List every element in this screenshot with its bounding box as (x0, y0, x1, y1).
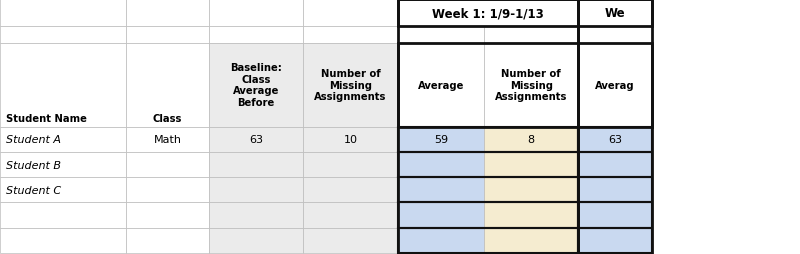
Text: 63: 63 (249, 135, 263, 145)
Bar (303, 27, 398, 43)
Bar (578, 43, 652, 127)
Bar (578, 0, 652, 253)
Bar (578, 127, 652, 152)
Bar (126, 178, 209, 203)
Bar (398, 27, 484, 43)
Text: Averag: Averag (595, 80, 635, 90)
Bar (398, 0, 578, 27)
Bar (578, 0, 652, 27)
Bar (126, 228, 209, 253)
Bar (484, 43, 578, 127)
Bar (126, 127, 209, 152)
Bar (0, 0, 126, 27)
Text: Week 1: 1/9-1/13: Week 1: 1/9-1/13 (432, 7, 544, 20)
Bar (578, 228, 652, 253)
Bar (578, 127, 652, 152)
Bar (578, 178, 652, 203)
Bar (578, 152, 652, 178)
Text: Student B: Student B (6, 160, 62, 170)
Bar (578, 228, 652, 253)
Text: Average: Average (418, 80, 464, 90)
Bar (209, 43, 303, 127)
Bar (398, 178, 578, 203)
Bar (303, 203, 398, 228)
Text: 63: 63 (608, 135, 622, 145)
Text: 59: 59 (434, 135, 448, 145)
Text: Number of
Missing
Assignments: Number of Missing Assignments (495, 69, 567, 102)
Bar (0, 203, 126, 228)
Bar (303, 178, 398, 203)
Bar (578, 0, 652, 27)
Bar (126, 203, 209, 228)
Text: We: We (605, 7, 626, 20)
Bar (484, 27, 578, 43)
Bar (578, 203, 652, 228)
Bar (484, 203, 578, 228)
Text: Baseline:
Class
Average
Before: Baseline: Class Average Before (230, 63, 282, 108)
Bar (209, 27, 303, 43)
Bar (398, 43, 484, 127)
Bar (303, 0, 398, 27)
Text: Class: Class (153, 114, 182, 123)
Bar (0, 152, 126, 178)
Bar (126, 0, 209, 27)
Bar (303, 228, 398, 253)
Bar (484, 127, 578, 152)
Bar (398, 0, 578, 253)
Bar (0, 43, 126, 127)
Bar (209, 203, 303, 228)
Text: Student C: Student C (6, 185, 62, 195)
Bar (484, 152, 578, 178)
Bar (0, 27, 126, 43)
Bar (398, 43, 578, 127)
Bar (398, 203, 484, 228)
Bar (398, 127, 484, 152)
Bar (484, 0, 578, 27)
Text: Math: Math (154, 135, 182, 145)
Text: Student A: Student A (6, 135, 62, 145)
Bar (126, 43, 209, 127)
Bar (398, 228, 578, 253)
Bar (209, 228, 303, 253)
Bar (126, 152, 209, 178)
Bar (484, 228, 578, 253)
Bar (0, 178, 126, 203)
Text: 10: 10 (343, 135, 358, 145)
Bar (578, 27, 652, 43)
Bar (484, 178, 578, 203)
Bar (0, 127, 126, 152)
Bar (126, 27, 209, 43)
Bar (0, 228, 126, 253)
Bar (303, 127, 398, 152)
Text: Number of
Missing
Assignments: Number of Missing Assignments (314, 69, 386, 102)
Bar (398, 152, 484, 178)
Bar (578, 43, 652, 127)
Text: Student Name: Student Name (6, 114, 87, 123)
Bar (578, 152, 652, 178)
Bar (398, 228, 484, 253)
Bar (209, 0, 303, 27)
Bar (398, 178, 484, 203)
Bar (303, 43, 398, 127)
Bar (578, 178, 652, 203)
Bar (578, 203, 652, 228)
Bar (209, 178, 303, 203)
Bar (398, 152, 578, 178)
Text: 8: 8 (528, 135, 534, 145)
Bar (398, 203, 578, 228)
Bar (398, 127, 578, 152)
Bar (209, 152, 303, 178)
Bar (209, 127, 303, 152)
Bar (303, 152, 398, 178)
Bar (398, 0, 484, 27)
